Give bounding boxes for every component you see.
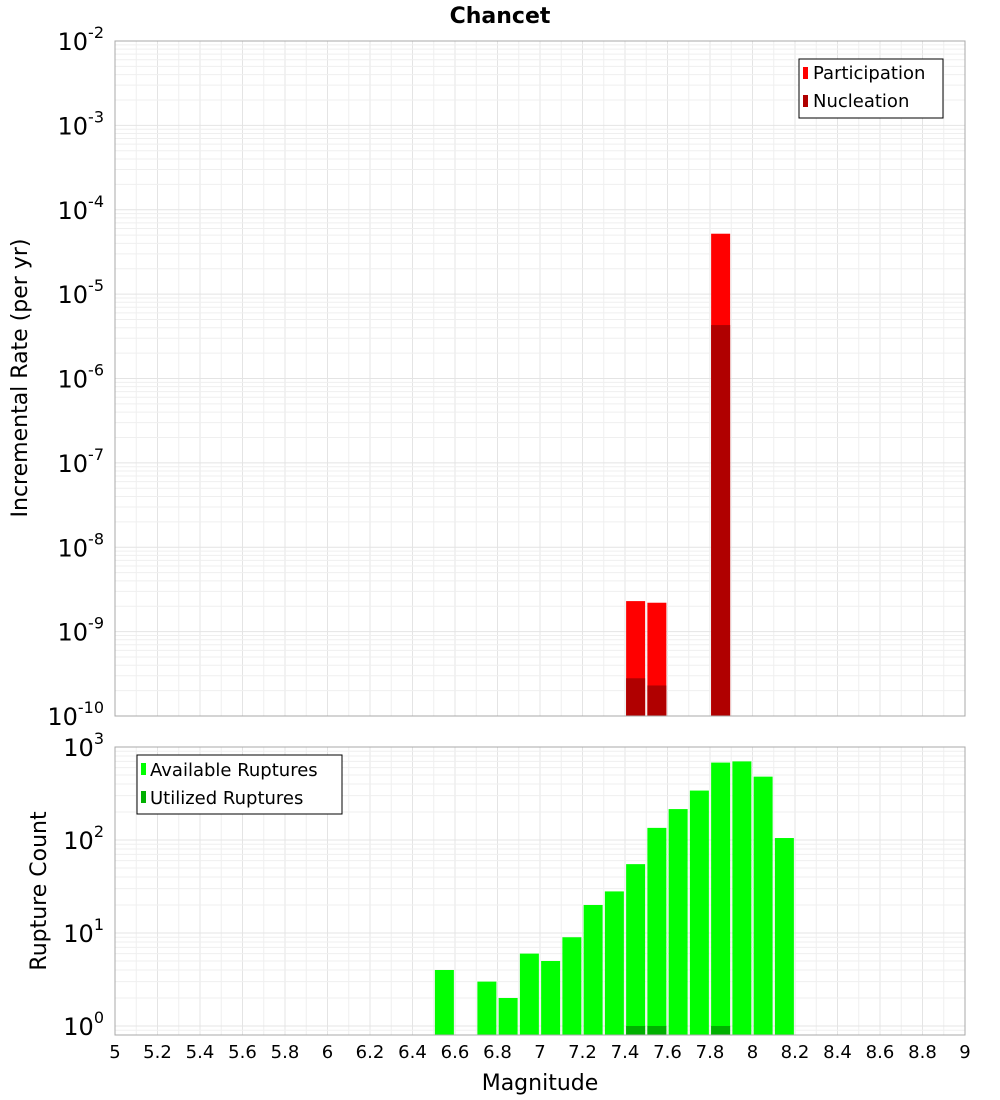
x-tick-label: 8.4 — [823, 1042, 852, 1063]
legend-label-participation: Participation — [813, 63, 925, 84]
x-tick-label: 6.6 — [441, 1042, 470, 1063]
bottom-legend-box — [136, 754, 343, 815]
bottom-bar-available-ruptures — [541, 960, 561, 1035]
bottom-plot-y-tick-labels: 103 102 101 100 — [63, 729, 104, 1041]
legend-swatch-participation — [803, 67, 808, 79]
x-tick-label: 7.2 — [568, 1042, 597, 1063]
bottom-y-tick-label: 101 — [63, 915, 104, 948]
bottom-bar-utilized-ruptures — [711, 1025, 731, 1035]
bottom-bar-available-ruptures — [498, 997, 518, 1035]
x-tick-label: 6.8 — [483, 1042, 512, 1063]
chart-title: Chancet — [450, 4, 551, 29]
x-tick-label: 7.8 — [696, 1042, 725, 1063]
x-tick-label: 7.4 — [611, 1042, 640, 1063]
top-plot-grid — [114, 41, 966, 717]
bottom-bar-available-ruptures — [626, 864, 646, 1035]
top-y-axis-title: Incremental Rate (per yr) — [8, 239, 33, 518]
x-tick-label: 8.8 — [908, 1042, 937, 1063]
bottom-plot-bars — [434, 761, 794, 1035]
top-legend-box — [798, 58, 944, 119]
bottom-legend: Available Ruptures Utilized Ruptures — [136, 754, 343, 815]
top-bar-nucleation — [647, 685, 667, 716]
top-plot: 10-2 10-3 10-4 10-5 10-6 10-7 10-8 10-9 10-10 In… — [8, 23, 966, 731]
bottom-bar-available-ruptures — [753, 776, 773, 1035]
bottom-y-tick-label: 100 — [63, 1008, 104, 1041]
x-tick-label: 9 — [959, 1042, 970, 1063]
bottom-bar-available-ruptures — [562, 937, 582, 1035]
x-tick-label: 5.8 — [271, 1042, 300, 1063]
bottom-bar-available-ruptures — [668, 809, 688, 1035]
bottom-bar-available-ruptures — [604, 891, 624, 1035]
x-tick-label: 8 — [747, 1042, 758, 1063]
top-y-tick-label: 10-7 — [58, 445, 105, 478]
x-tick-label: 5.6 — [228, 1042, 257, 1063]
legend-swatch-nucleation — [803, 95, 808, 107]
bottom-y-tick-label: 102 — [63, 822, 104, 855]
bottom-bar-utilized-ruptures — [626, 1025, 646, 1035]
top-plot-y-tick-labels: 10-2 10-3 10-4 10-5 10-6 10-7 10-8 10-9 10-10 — [47, 23, 104, 731]
x-tick-label: 6 — [322, 1042, 333, 1063]
x-tick-labels: 5 5.2 5.4 5.6 5.8 6 6.2 6.4 6.6 6.8 7 7.2 7.4 7.6 7.8 8… — [109, 1042, 970, 1063]
top-y-tick-label: 10-8 — [58, 529, 105, 562]
top-plot-bars — [626, 233, 731, 716]
bottom-bar-available-ruptures — [434, 969, 454, 1035]
top-legend: Participation Nucleation — [798, 58, 944, 119]
bottom-bar-available-ruptures — [711, 762, 731, 1035]
top-y-tick-label: 10-10 — [47, 698, 104, 731]
x-tick-label: 7.6 — [653, 1042, 682, 1063]
legend-label-available-ruptures: Available Ruptures — [150, 760, 318, 781]
x-tick-label: 6.4 — [398, 1042, 427, 1063]
x-tick-label: 5 — [109, 1042, 120, 1063]
bottom-bar-available-ruptures — [647, 827, 667, 1035]
legend-swatch-utilized-ruptures — [141, 791, 146, 803]
x-tick-label: 7 — [534, 1042, 545, 1063]
bottom-plot-frame — [114, 746, 966, 1036]
x-tick-label: 8.6 — [866, 1042, 895, 1063]
top-bar-nucleation — [711, 325, 731, 716]
bottom-bar-available-ruptures — [519, 953, 539, 1035]
bottom-y-axis-title: Rupture Count — [27, 811, 52, 971]
bottom-bar-available-ruptures — [732, 761, 752, 1035]
bottom-plot: 103 102 101 100 5 5.2 5.4 5.6 5.8 6 6.2 6.4 6.6 6.8 7… — [27, 729, 971, 1096]
legend-label-utilized-ruptures: Utilized Ruptures — [150, 788, 303, 809]
x-tick-label: 8.2 — [781, 1042, 810, 1063]
top-y-tick-label: 10-4 — [58, 192, 105, 225]
bottom-bar-utilized-ruptures — [647, 1025, 667, 1035]
top-y-tick-label: 10-2 — [58, 23, 105, 56]
bottom-bar-available-ruptures — [774, 838, 794, 1035]
top-y-tick-label: 10-9 — [58, 614, 105, 647]
legend-label-nucleation: Nucleation — [813, 91, 909, 112]
top-y-tick-label: 10-6 — [58, 361, 105, 394]
x-tick-label: 6.2 — [356, 1042, 385, 1063]
top-y-tick-label: 10-5 — [58, 276, 105, 309]
bottom-y-tick-label: 103 — [63, 729, 104, 762]
legend-swatch-available-ruptures — [141, 763, 146, 775]
x-tick-label: 5.4 — [186, 1042, 215, 1063]
x-tick-label: 5.2 — [143, 1042, 172, 1063]
top-y-tick-label: 10-3 — [58, 107, 105, 140]
bottom-bar-available-ruptures — [583, 904, 603, 1035]
x-axis-title: Magnitude — [482, 1071, 599, 1096]
bottom-bar-available-ruptures — [477, 981, 497, 1035]
top-bar-nucleation — [626, 678, 646, 716]
top-plot-frame — [114, 40, 966, 717]
bottom-bar-available-ruptures — [689, 790, 709, 1035]
